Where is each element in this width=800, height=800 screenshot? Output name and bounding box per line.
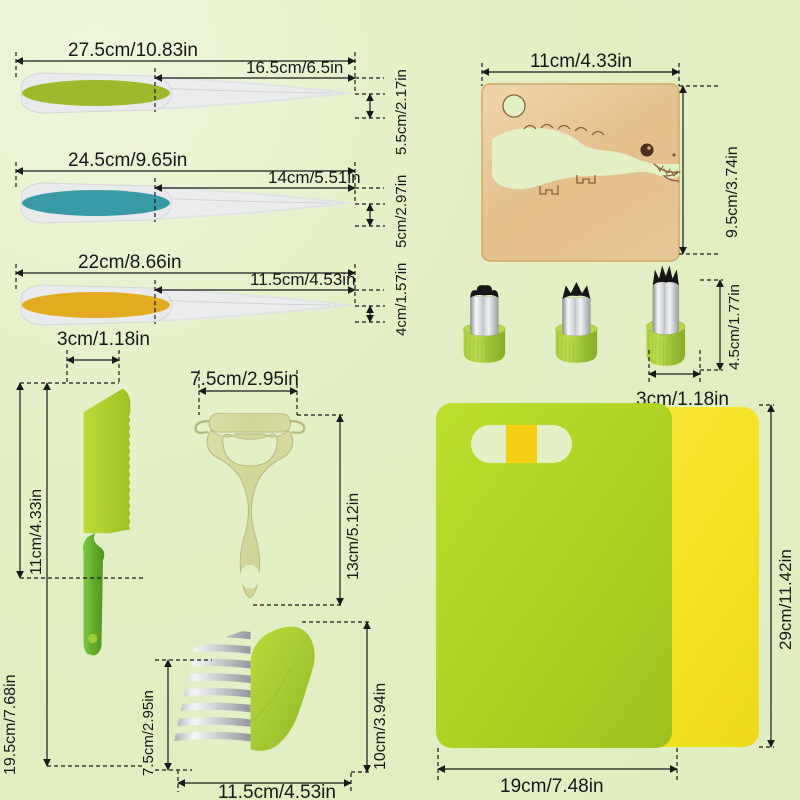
svg-text:27.5cm/10.83in: 27.5cm/10.83in bbox=[68, 40, 198, 61]
svg-text:11.5cm/4.53in: 11.5cm/4.53in bbox=[250, 270, 356, 289]
svg-text:14cm/5.51in: 14cm/5.51in bbox=[268, 168, 361, 187]
svg-text:3cm/1.18in: 3cm/1.18in bbox=[57, 329, 150, 350]
svg-text:11.5cm/4.53in: 11.5cm/4.53in bbox=[218, 782, 336, 800]
svg-text:7.5cm/2.95in: 7.5cm/2.95in bbox=[190, 369, 299, 390]
svg-text:11cm/4.33in: 11cm/4.33in bbox=[530, 51, 632, 72]
svg-text:24.5cm/9.65in: 24.5cm/9.65in bbox=[68, 150, 187, 171]
svg-text:19cm/7.48in: 19cm/7.48in bbox=[500, 776, 604, 797]
svg-text:3cm/1.18in: 3cm/1.18in bbox=[636, 389, 729, 410]
svg-text:16.5cm/6.5in: 16.5cm/6.5in bbox=[246, 58, 343, 77]
svg-text:22cm/8.66in: 22cm/8.66in bbox=[78, 252, 182, 273]
